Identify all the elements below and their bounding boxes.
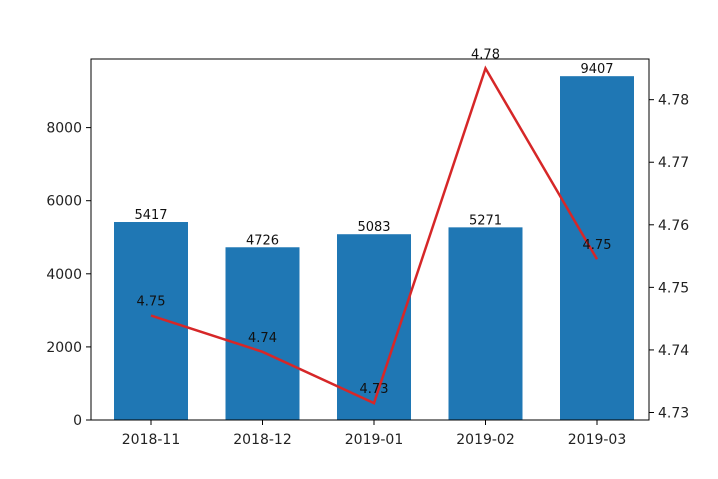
y-right-tick-label: 4.77 bbox=[658, 155, 689, 171]
x-tick-label: 2018-11 bbox=[122, 432, 181, 448]
y-right-tick-label: 4.78 bbox=[658, 93, 689, 109]
bar-value-label: 4726 bbox=[246, 233, 279, 248]
line-value-label: 4.73 bbox=[360, 382, 389, 397]
bar-value-label: 9407 bbox=[580, 62, 613, 77]
x-tick-label: 2019-01 bbox=[345, 432, 404, 448]
bars-layer bbox=[114, 76, 634, 421]
line-value-label: 4.78 bbox=[471, 47, 500, 62]
x-tick-label: 2019-03 bbox=[568, 432, 627, 448]
y-right-tick-label: 4.76 bbox=[658, 218, 689, 234]
y-left-tick-label: 8000 bbox=[46, 121, 82, 137]
line-value-label: 4.75 bbox=[137, 295, 166, 310]
y-left-tick-label: 0 bbox=[73, 413, 82, 429]
y-right-tick-label: 4.75 bbox=[658, 280, 689, 296]
bar-2019-03 bbox=[560, 76, 634, 421]
line-layer bbox=[150, 65, 599, 405]
bar-2018-11 bbox=[114, 222, 188, 420]
labels-layer: 5417 4726 5083 5271 9407 4.75 4.74 4.73 4.78 4.75 bbox=[134, 47, 613, 397]
y-left-tick-label: 2000 bbox=[46, 340, 82, 356]
y-left-tick-label: 4000 bbox=[46, 267, 82, 283]
plot-frame bbox=[90, 58, 650, 421]
x-tick-label: 2019-02 bbox=[456, 432, 515, 448]
y-left-tick-label: 6000 bbox=[46, 194, 82, 210]
bar-value-label: 5417 bbox=[134, 208, 167, 223]
bar-value-label: 5271 bbox=[469, 213, 502, 228]
bar-value-label: 5083 bbox=[357, 220, 390, 235]
x-tick-label: 2018-12 bbox=[233, 432, 292, 448]
line-value-label: 4.74 bbox=[248, 331, 277, 346]
y-right-tick-label: 4.74 bbox=[658, 343, 689, 359]
bar-2018-12 bbox=[225, 247, 300, 420]
bar-2019-02 bbox=[448, 227, 523, 420]
axes-layer: 0 2000 4000 6000 8000 4.73 4.74 4.75 4.76 4.77 4.7… bbox=[46, 58, 689, 448]
line-value-label: 4.75 bbox=[583, 238, 612, 253]
y-right-tick-label: 4.73 bbox=[658, 405, 689, 421]
